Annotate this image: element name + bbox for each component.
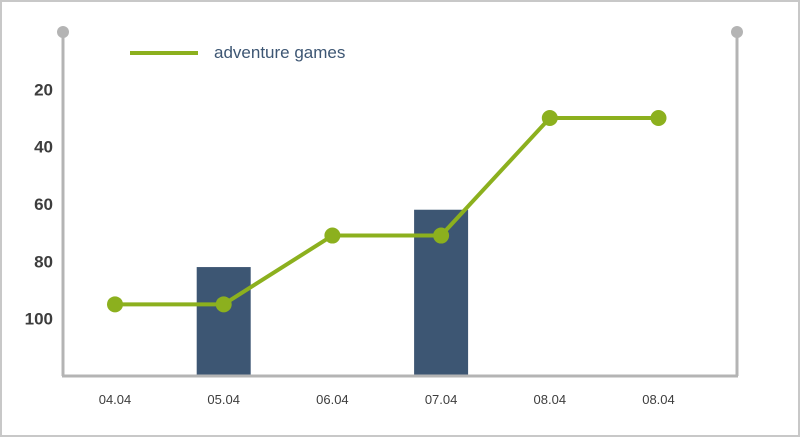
line-point-04.04 [107, 296, 123, 313]
y-tick-label: 40 [34, 138, 53, 157]
y-tick-labels: 20 40 60 80 100 [25, 80, 53, 328]
line-point-07.04 [433, 227, 450, 244]
legend-label: adventure games [214, 43, 345, 62]
line-point-08.04 [541, 110, 558, 126]
axes [57, 26, 743, 378]
y-tick-label: 80 [34, 252, 53, 271]
x-tick-labels: 04.04 05.04 06.04 07.04 08.04 08.04 [99, 392, 675, 407]
x-tick-label: 08.04 [534, 392, 567, 407]
y-tick-label: 20 [34, 80, 53, 99]
bar-05.04 [196, 267, 251, 376]
x-tick-label: 04.04 [99, 392, 132, 407]
x-tick-label: 05.04 [207, 392, 240, 407]
axis-cap-right [731, 26, 743, 38]
x-tick-label: 08.04 [642, 392, 675, 407]
line-point-06.04 [324, 227, 341, 244]
x-tick-label: 06.04 [316, 392, 349, 407]
line-layer [107, 110, 667, 313]
x-tick-label: 07.04 [425, 392, 458, 407]
legend: adventure games [130, 43, 345, 62]
line-point-05.04 [215, 296, 232, 313]
line-adventure-games [115, 116, 659, 307]
axis-cap-left [57, 26, 69, 38]
line-point-08.04 [650, 110, 667, 126]
y-tick-label: 100 [25, 310, 53, 329]
y-tick-label: 60 [34, 195, 53, 214]
